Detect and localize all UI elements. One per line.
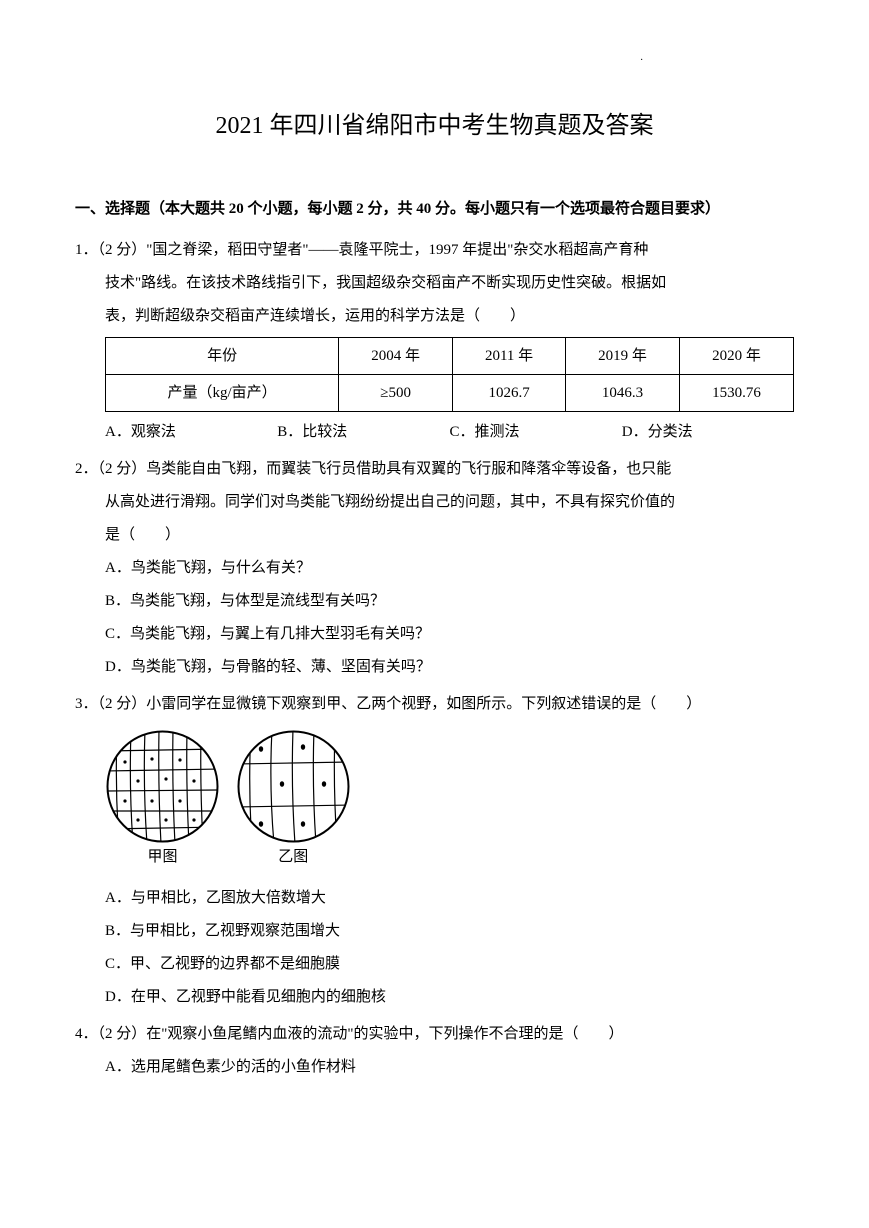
question-2: 2．（2 分）鸟类能自由飞翔，而翼装飞行员借助具有双翼的飞行服和降落伞等设备，也… [75, 453, 794, 684]
table-cell: 2019 年 [566, 337, 680, 374]
option-b: B．比较法 [277, 416, 449, 449]
q1-table: 年份 2004 年 2011 年 2019 年 2020 年 产量（kg/亩产）… [75, 337, 794, 412]
q2-option-c: C．鸟类能飞翔，与翼上有几排大型羽毛有关吗？ [75, 618, 794, 651]
q3-option-c: C．甲、乙视野的边界都不是细胞膜 [75, 948, 794, 981]
table-cell: 2011 年 [453, 337, 566, 374]
section-header: 一、选择题（本大题共 20 个小题，每小题 2 分，共 40 分。每小题只有一个… [75, 193, 794, 226]
page-dot: · [640, 50, 643, 72]
document-title: 2021 年四川省绵阳市中考生物真题及答案 [75, 100, 794, 153]
q3-option-b: B．与甲相比，乙视野观察范围增大 [75, 915, 794, 948]
figure-jia-label: 甲图 [105, 846, 220, 869]
q1-options: A．观察法 B．比较法 C．推测法 D．分类法 [75, 416, 794, 449]
q3-figure: 甲图 乙图 [75, 729, 794, 874]
q2-line3: 是（ ） [75, 519, 794, 552]
table-cell: 1046.3 [566, 374, 680, 411]
table-header-row: 年份 2004 年 2011 年 2019 年 2020 年 [106, 337, 794, 374]
q2-option-b: B．鸟类能飞翔，与体型是流线型有关吗？ [75, 585, 794, 618]
table-cell: 1026.7 [453, 374, 566, 411]
option-a: A．观察法 [105, 416, 277, 449]
q3-option-a: A．与甲相比，乙图放大倍数增大 [75, 882, 794, 915]
table-cell: 1530.76 [679, 374, 793, 411]
q2-line2: 从高处进行滑翔。同学们对鸟类能飞翔纷纷提出自己的问题，其中，不具有探究价值的 [75, 486, 794, 519]
table-cell: 2004 年 [339, 337, 453, 374]
q2-line1: 2．（2 分）鸟类能自由飞翔，而翼装飞行员借助具有双翼的飞行服和降落伞等设备，也… [75, 453, 794, 486]
q4-line1: 4．（2 分）在"观察小鱼尾鳍内血液的流动"的实验中，下列操作不合理的是（ ） [75, 1018, 794, 1051]
q1-line2: 技术"路线。在该技术路线指引下，我国超级杂交稻亩产不断实现历史性突破。根据如 [75, 267, 794, 300]
option-d: D．分类法 [622, 416, 794, 449]
figure-yi: 乙图 [236, 729, 351, 869]
table-data-row: 产量（kg/亩产） ≥500 1026.7 1046.3 1530.76 [106, 374, 794, 411]
figure-jia: 甲图 [105, 729, 220, 869]
microscope-view-yi-icon [236, 729, 351, 844]
q1-line1: 1．（2 分）"国之脊梁，稻田守望者"——袁隆平院士，1997 年提出"杂交水稻… [75, 234, 794, 267]
question-1: 1．（2 分）"国之脊梁，稻田守望者"——袁隆平院士，1997 年提出"杂交水稻… [75, 234, 794, 449]
q1-line3: 表，判断超级杂交稻亩产连续增长，运用的科学方法是（ ） [75, 300, 794, 333]
q3-line1: 3．（2 分）小雷同学在显微镜下观察到甲、乙两个视野，如图所示。下列叙述错误的是… [75, 688, 794, 721]
q3-option-d: D．在甲、乙视野中能看见细胞内的细胞核 [75, 981, 794, 1014]
q2-option-a: A．鸟类能飞翔，与什么有关？ [75, 552, 794, 585]
q4-option-a: A．选用尾鳍色素少的活的小鱼作材料 [75, 1051, 794, 1084]
microscope-view-jia-icon [105, 729, 220, 844]
question-3: 3．（2 分）小雷同学在显微镜下观察到甲、乙两个视野，如图所示。下列叙述错误的是… [75, 688, 794, 1014]
q2-option-d: D．鸟类能飞翔，与骨骼的轻、薄、坚固有关吗？ [75, 651, 794, 684]
table-cell: ≥500 [339, 374, 453, 411]
table-cell: 产量（kg/亩产） [106, 374, 339, 411]
table-cell: 2020 年 [679, 337, 793, 374]
figure-yi-label: 乙图 [236, 846, 351, 869]
option-c: C．推测法 [450, 416, 622, 449]
table-cell: 年份 [106, 337, 339, 374]
question-4: 4．（2 分）在"观察小鱼尾鳍内血液的流动"的实验中，下列操作不合理的是（ ） … [75, 1018, 794, 1084]
